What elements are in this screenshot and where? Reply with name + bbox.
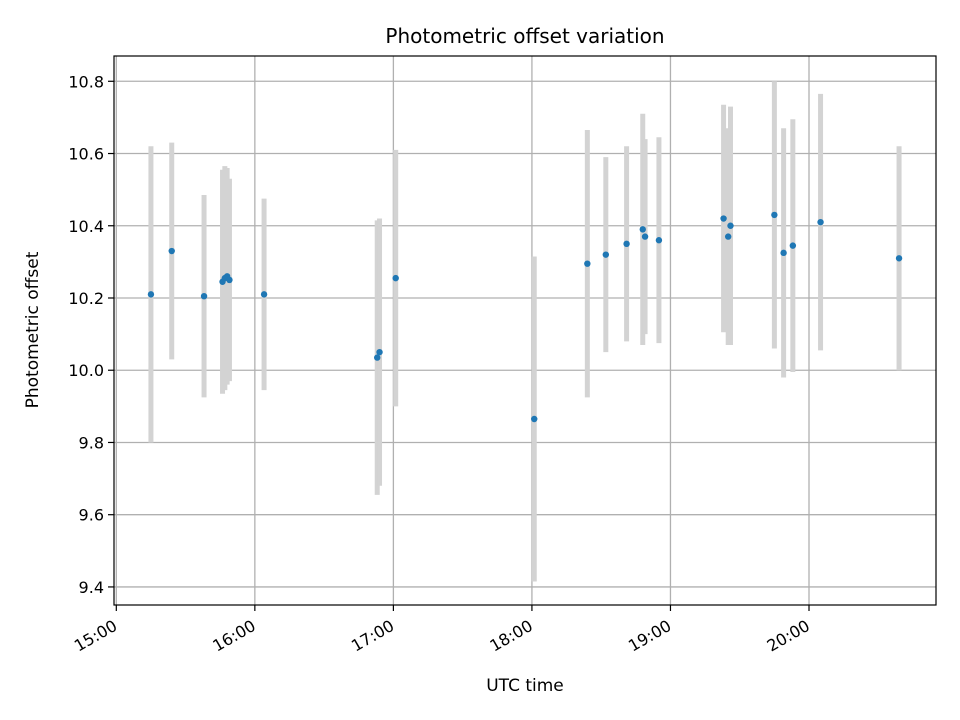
markers: [147, 211, 903, 423]
y-tick-label: 10.8: [68, 72, 104, 91]
data-point: [200, 292, 208, 300]
data-point: [639, 226, 646, 233]
x-axis-label: UTC time: [486, 676, 564, 696]
data-point: [789, 242, 797, 249]
y-tick-label: 9.6: [79, 506, 104, 525]
data-point: [602, 251, 610, 258]
data-point: [895, 255, 903, 262]
data-point: [641, 233, 649, 240]
grid: [114, 56, 936, 605]
y-tick-label: 10.2: [68, 289, 104, 308]
plot-frame: [113, 55, 937, 606]
data-point: [780, 249, 787, 257]
y-tick-label: 10.6: [68, 145, 104, 164]
data-point: [531, 415, 538, 423]
data-point: [720, 215, 727, 222]
data-point: [168, 247, 175, 255]
chart-title: Photometric offset variation: [385, 24, 664, 48]
data-point: [727, 222, 734, 229]
y-tick-label: 10.0: [68, 361, 104, 380]
y-tick-label: 10.4: [68, 217, 104, 236]
data-point: [623, 240, 630, 248]
y-tick-label: 9.8: [79, 433, 104, 452]
data-point: [376, 348, 383, 356]
y-axis: 9.4 9.6 9.8 10.0 10.2 10.4 10.6 10.8: [68, 72, 114, 597]
data-point: [817, 218, 824, 226]
data-point: [392, 274, 399, 282]
data-point: [584, 260, 591, 267]
data-point: [147, 291, 155, 298]
y-axis-label: Photometric offset: [23, 251, 43, 408]
data-point: [260, 291, 268, 298]
data-point: [771, 211, 778, 219]
data-point: [374, 354, 381, 361]
y-tick-label: 9.4: [79, 578, 104, 597]
data-point: [724, 233, 732, 240]
data-point: [226, 276, 233, 284]
data-point: [655, 237, 663, 244]
